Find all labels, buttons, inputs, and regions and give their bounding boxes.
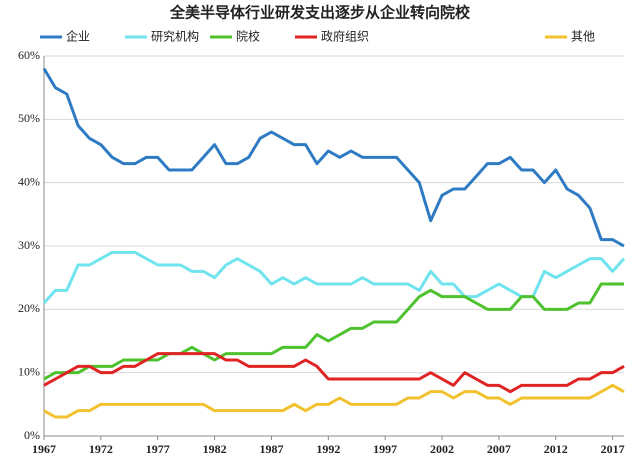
series-line: [43, 352, 625, 394]
x-tick-label: 1992: [316, 442, 340, 456]
series-line: [43, 282, 624, 381]
x-tick-label: 2007: [487, 442, 511, 456]
series-line: [42, 67, 625, 248]
x-tick-label: 2002: [430, 442, 454, 456]
x-tick-label: 1972: [89, 442, 113, 456]
legend-label: 其他: [571, 30, 595, 44]
x-tick-label: 1967: [32, 442, 56, 456]
chart-title: 全美半导体行业研发支出逐步从企业转向院校: [169, 4, 471, 22]
x-tick-label: 2017: [601, 442, 625, 456]
legend-label: 政府组织: [321, 29, 369, 44]
y-tick-label: 50%: [18, 111, 40, 125]
series-line: [42, 250, 626, 305]
x-tick-label: 1982: [203, 442, 227, 456]
x-tick-label: 1987: [259, 442, 283, 456]
y-tick-label: 30%: [18, 238, 40, 252]
x-tick-label: 1977: [146, 442, 170, 456]
legend-label: 研究机构: [151, 29, 199, 44]
y-tick-label: 0%: [24, 428, 40, 442]
y-tick-label: 60%: [18, 48, 40, 62]
x-tick-label: 1997: [373, 442, 397, 456]
x-tick-label: 2012: [544, 442, 568, 456]
series-line: [43, 383, 625, 419]
legend-label: 企业: [66, 29, 90, 44]
y-tick-label: 10%: [18, 364, 40, 378]
legend-label: 院校: [236, 29, 260, 44]
y-tick-label: 20%: [18, 301, 40, 315]
y-tick-label: 40%: [18, 174, 40, 188]
